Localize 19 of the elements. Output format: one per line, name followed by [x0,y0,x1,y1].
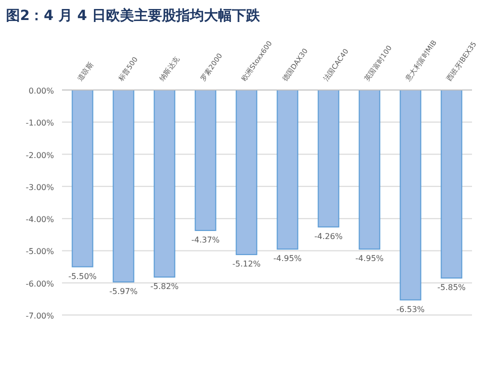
chart-title: 图2：4 月 4 日欧美主要股指均大幅下跌 [6,7,261,24]
y-tick-label: -5.00% [26,247,54,256]
y-tick-label: -6.00% [26,279,54,288]
y-tick-label: -4.00% [26,215,54,224]
data-label: -5.50% [68,272,98,281]
data-label: -6.53% [396,304,426,314]
y-tick-label: 0.00% [28,86,54,96]
data-label: -4.95% [273,254,302,264]
y-tick-label: -2.00% [26,150,54,160]
data-label: -4.37% [191,235,220,244]
data-label: -5.82% [150,282,180,292]
data-label: -4.26% [314,232,344,241]
data-label: -4.95% [355,254,384,264]
y-tick-label: -1.00% [26,118,54,128]
data-label: -5.85% [437,283,466,292]
y-tick-label: -7.00% [26,312,54,320]
data-label: -5.97% [109,286,138,296]
y-tick-label: -3.00% [26,182,54,192]
data-label: -5.12% [232,260,262,269]
